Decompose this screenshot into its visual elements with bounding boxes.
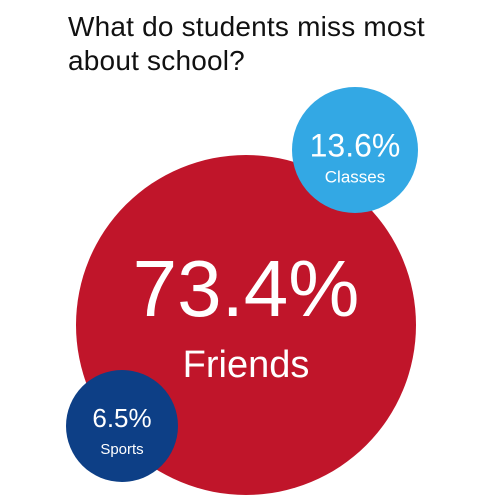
- bubble-value-friends: 73.4%: [133, 244, 360, 333]
- bubble-sports: [66, 370, 178, 482]
- bubble-value-classes: 13.6%: [310, 127, 401, 163]
- bubble-classes: [292, 87, 418, 213]
- bubble-label-sports: Sports: [100, 441, 143, 458]
- bubble-label-friends: Friends: [183, 344, 310, 386]
- bubble-label-classes: Classes: [325, 167, 385, 186]
- page-title: What do students miss most about school?: [68, 11, 425, 76]
- bubble-value-sports: 6.5%: [92, 403, 151, 433]
